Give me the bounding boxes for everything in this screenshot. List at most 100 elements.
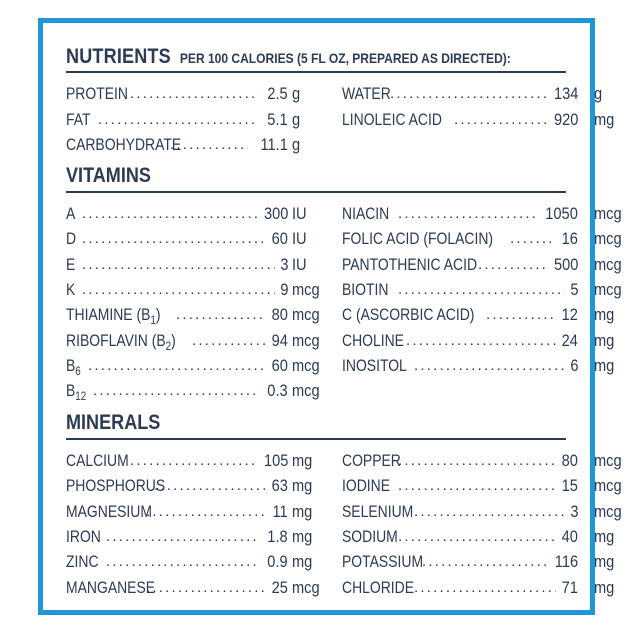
leader-dots: ........................................… <box>176 306 266 324</box>
leader-dots: ........................................… <box>82 255 275 273</box>
nutrition-panel: NUTRIENTS PER 100 CALORIES (5 FL OZ, PRE… <box>38 18 622 615</box>
nutrient-name: SODIUM <box>342 526 398 546</box>
nutrient-row: BIOTIN..................................… <box>342 278 622 302</box>
leader-dots: ........................................… <box>146 502 266 520</box>
leader-dots: ........................................… <box>414 578 556 596</box>
nutrient-name: FAT <box>66 109 91 129</box>
nutrient-value: 80 <box>271 305 288 325</box>
nutrient-unit: IU <box>292 254 307 274</box>
nutrient-row: COPPER..................................… <box>342 449 622 473</box>
nutrient-value: 24 <box>561 330 578 350</box>
nutrient-name: INOSITOL <box>342 355 407 375</box>
subscript: 6 <box>75 363 81 378</box>
nutrient-name: COPPER <box>342 451 401 470</box>
nutrient-unit: mg <box>594 526 615 546</box>
nutrient-row: THIAMINE (B1)...........................… <box>66 303 336 327</box>
divider <box>66 191 566 193</box>
nutrient-name: MANGANESE <box>66 577 156 597</box>
nutrient-name: BIOTIN <box>342 279 389 299</box>
nutrient-name: B6 <box>66 355 81 378</box>
leader-dots: ........................................… <box>414 356 565 374</box>
nutrient-name: E <box>66 254 76 274</box>
leader-dots: ........................................… <box>170 136 248 153</box>
nutrient-row: ZINC....................................… <box>66 550 336 574</box>
nutrient-value: 80 <box>561 451 578 470</box>
nutrient-name: NIACIN <box>342 204 390 223</box>
nutrient-unit: mg <box>594 355 615 375</box>
nutrient-name: FOLIC ACID (FOLACIN) <box>342 229 494 249</box>
leader-dots: ........................................… <box>486 306 556 324</box>
nutrient-value: 94 <box>271 330 288 350</box>
leader-dots: ........................................… <box>192 331 266 349</box>
nutrient-row: D.......................................… <box>66 227 336 251</box>
nutrient-unit: g <box>594 84 603 103</box>
nutrient-value: 1.8 <box>267 526 288 546</box>
nutrient-value: 0.3 <box>267 381 288 401</box>
nutrient-name: B12 <box>66 381 87 404</box>
nutrient-unit: mcg <box>594 204 622 223</box>
nutrient-row: CHLORIDE................................… <box>342 576 614 600</box>
nutrient-row: FOLIC ACID (FOLACIN)....................… <box>342 227 622 251</box>
subscript: 2 <box>165 338 172 353</box>
nutrient-row: LINOLEIC ACID...........................… <box>342 108 614 132</box>
leader-dots: ........................................… <box>398 205 538 222</box>
leader-dots: ........................................… <box>154 477 266 495</box>
nutrient-value: 5 <box>569 279 578 299</box>
nutrient-unit: IU <box>292 229 307 249</box>
subscript: 1 <box>150 313 156 328</box>
nutrient-unit: mg <box>594 552 615 572</box>
nutrient-row: INOSITOL................................… <box>342 354 614 378</box>
nutrient-name: ZINC <box>66 552 99 572</box>
leader-dots: ........................................… <box>106 527 257 545</box>
leader-dots: ........................................… <box>398 452 556 469</box>
leader-dots: ........................................… <box>93 382 257 400</box>
nutrient-unit: mcg <box>292 577 320 597</box>
nutrient-unit: mg <box>594 109 615 129</box>
leader-dots: ........................................… <box>146 578 266 596</box>
nutrient-name: POTASSIUM <box>342 552 424 572</box>
nutrient-name: THIAMINE (B1) <box>66 305 161 328</box>
nutrient-row: CHOLINE.................................… <box>342 329 614 353</box>
nutrient-row: MAGNESIUM...............................… <box>66 500 336 524</box>
nutrient-value: 2.5 <box>267 84 288 103</box>
nutrient-name: WATER <box>342 84 391 103</box>
nutrient-name: PANTOTHENIC ACID <box>342 254 478 274</box>
nutrient-unit: mcg <box>292 279 320 299</box>
leader-dots: ........................................… <box>88 356 266 374</box>
nutrient-name: PROTEIN <box>66 84 128 103</box>
nutrient-value: 40 <box>561 526 578 546</box>
nutrient-unit: mg <box>594 577 615 597</box>
nutrient-name: D <box>66 229 77 249</box>
nutrient-value: 60 <box>271 229 288 249</box>
leader-dots: ........................................… <box>454 110 547 128</box>
nutrient-row: POTASSIUM...............................… <box>342 550 614 574</box>
nutrient-value: 12 <box>561 305 578 325</box>
leader-dots: ........................................… <box>106 553 257 571</box>
nutrient-row: RIBOFLAVIN (B2).........................… <box>66 329 336 353</box>
leader-dots: ........................................… <box>82 230 266 248</box>
nutrient-value: 1050 <box>545 204 578 223</box>
leader-dots: ........................................… <box>398 280 565 298</box>
nutrient-row: CARBOHYDRATE............................… <box>66 133 336 157</box>
nutrient-row: PROTEIN.................................… <box>66 82 336 106</box>
leader-dots: ........................................… <box>406 331 556 349</box>
leader-dots: ........................................… <box>478 255 547 273</box>
nutrient-name: MAGNESIUM <box>66 501 152 521</box>
leader-dots: ........................................… <box>398 477 556 495</box>
nutrient-row: B6......................................… <box>66 354 336 378</box>
nutrient-name: CARBOHYDRATE <box>66 135 182 154</box>
nutrient-value: 3 <box>569 501 578 521</box>
nutrient-row: IODINE..................................… <box>342 474 622 498</box>
nutrient-row: NIACIN..................................… <box>342 202 622 226</box>
nutrient-unit: mcg <box>292 381 320 401</box>
nutrient-row: MANGANESE...............................… <box>66 576 336 600</box>
nutrient-name: IODINE <box>342 476 391 496</box>
nutrient-value: 9 <box>279 279 288 299</box>
nutrient-value: 6 <box>569 355 578 375</box>
nutrient-value: 920 <box>553 109 578 129</box>
nutrient-row: IRON....................................… <box>66 525 336 549</box>
nutrient-value: 300 <box>263 204 288 223</box>
nutrient-name: PHOSPHORUS <box>66 476 166 496</box>
nutrient-unit: mcg <box>594 254 622 274</box>
nutrient-unit: mg <box>594 330 615 350</box>
